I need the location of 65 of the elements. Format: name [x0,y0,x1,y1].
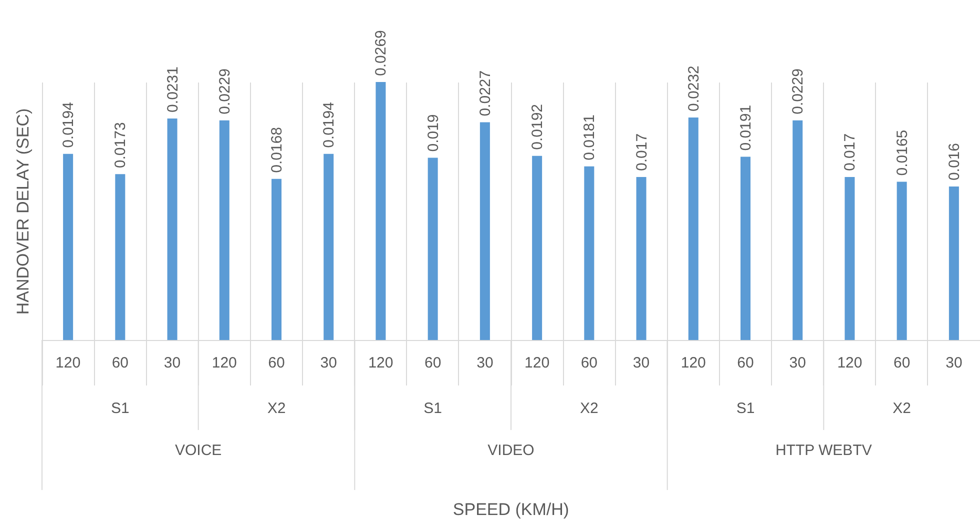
text: X2 [267,400,286,417]
x-tick-label: 60 [893,354,910,372]
data-label: 0.0227 [476,70,494,116]
bar [480,122,490,340]
data-label: 0.0229 [790,68,807,114]
data-label: 0.017 [842,133,859,171]
bar [272,178,282,340]
data-label: 0.0269 [372,30,390,76]
data-label: 0.0194 [60,102,78,148]
data-label: 0.016 [946,142,963,181]
bar [584,166,594,340]
bar [63,154,74,340]
x-tick-label: 120 [680,354,706,372]
bar [740,156,750,340]
x-tick-label: 60 [580,354,598,372]
bar [324,154,334,340]
text: HTTP WEBTV [775,442,872,459]
y-axis-title: HANDOVER DELAY (SEC) [14,108,32,315]
text: X2 [892,400,912,417]
data-label: 0.0191 [738,104,754,151]
data-label: 0.0181 [581,114,598,160]
x-tick-label: 60 [424,354,442,372]
x-tick-label: 120 [368,354,394,372]
text: VOICE [174,442,222,459]
data-label: 0.0194 [320,102,338,148]
text: SPEED (KM/H) [452,500,570,519]
bar [844,176,855,340]
data-label: 0.0192 [529,104,546,150]
text: S1 [736,400,755,417]
data-label: 0.0231 [164,66,182,112]
bar [532,156,542,340]
x-tick-label: 120 [837,354,862,372]
x-tick-label: 30 [632,354,650,372]
x-tick-label: 60 [737,354,754,372]
bar [636,176,646,340]
data-label: 0.0173 [112,122,130,168]
data-label: 0.019 [424,114,442,152]
bar [896,182,907,340]
bar [428,158,438,340]
x-tick-label: 120 [56,354,81,372]
x-tick-label: 30 [476,354,494,372]
bar [219,120,230,340]
data-label: 0.0165 [894,130,911,176]
x-tick-label: 60 [112,354,129,372]
x-tick-label: 120 [524,354,550,372]
data-label: 0.0229 [216,68,234,114]
x-tick-label: 30 [164,354,181,372]
text: X2 [580,400,598,417]
x-tick-label: 30 [789,354,806,372]
bar [167,118,178,340]
bar [948,186,959,340]
data-label: 0.0168 [268,126,286,173]
data-label: 0.0232 [685,66,702,112]
x-tick-label: 60 [268,354,285,372]
x-tick-label: 30 [320,354,337,372]
bar [376,82,386,340]
data-label: 0.017 [633,133,650,171]
text: S1 [424,400,442,417]
x-tick-label: 120 [212,354,237,372]
text: VIDEO [488,442,534,459]
bar [115,174,126,340]
bar [792,120,803,340]
bar [688,117,698,340]
x-tick-label: 30 [946,354,962,372]
text: S1 [110,400,130,417]
